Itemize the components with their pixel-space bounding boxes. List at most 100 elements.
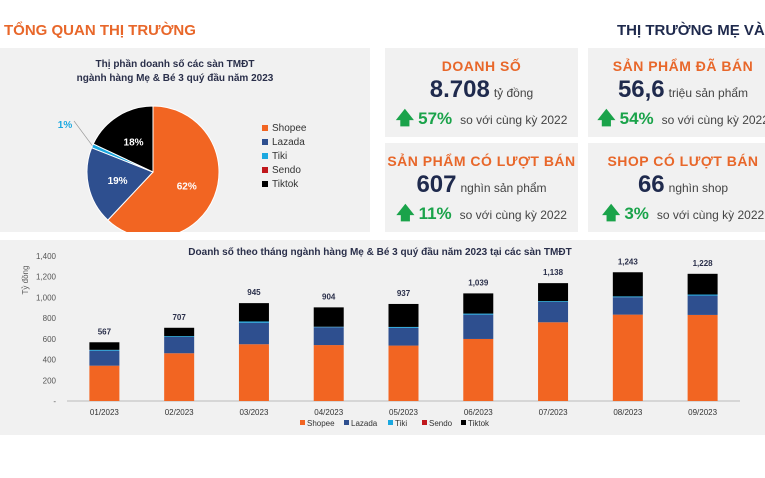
legend-label: Tiki <box>272 150 288 162</box>
market-share-pie-chart: 62% 19% 1% 18% <box>58 105 220 232</box>
bar-segment-lazada <box>313 327 344 346</box>
bar-segment-lazada <box>388 327 419 346</box>
y-tick-label: 1,000 <box>36 293 57 302</box>
y-tick-label: 400 <box>43 356 57 365</box>
bar-segment-lazada <box>238 322 269 345</box>
kpi-compare: so với cùng kỳ 2022 <box>460 113 568 127</box>
pie-leader-line <box>73 120 93 146</box>
kpi-card-shops-with-sales: SHOP CÓ LƯỢT BÁN 66 nghìn shop 🡅 3% so với … <box>588 143 765 232</box>
bar-segment-tiktok <box>687 273 718 295</box>
bar-segment-shopee <box>538 322 569 401</box>
arrow-up-icon: 🡅 <box>395 108 415 128</box>
kpi-unit: tỷ đồng <box>493 86 534 100</box>
legend-label-tiki: Tiki <box>395 419 407 428</box>
kpi-value: 56,6 <box>617 76 665 103</box>
legend-swatch-sendo <box>422 420 427 425</box>
legend-label-sendo: Sendo <box>429 419 453 428</box>
bar-segment-tiktok <box>164 327 195 337</box>
bar-segment-tiktok <box>89 342 120 350</box>
pie-title-line-1: Thị phần doanh số các sàn TMĐT <box>95 59 255 70</box>
x-tick-label: 07/2023 <box>539 408 568 417</box>
bar-total-label: 904 <box>322 292 336 301</box>
x-tick-label: 09/2023 <box>688 408 717 417</box>
kpi-growth: 11% <box>418 204 452 223</box>
pie-data-label: 18% <box>124 137 144 148</box>
pie-data-label: 62% <box>177 181 197 192</box>
bar-segment-shopee <box>687 314 718 401</box>
bar-segment-tiktok <box>538 283 569 302</box>
bar-segment-tiki <box>164 336 195 337</box>
x-tick-label: 03/2023 <box>239 408 268 417</box>
kpi-title: DOANH SỐ <box>441 58 522 74</box>
monthly-revenue-bar-chart: - 200 400 600 800 1,000 1,200 1,400 Tỷ đồng 567 01… <box>21 252 740 428</box>
legend-label-tiktok: Tiktok <box>468 419 490 428</box>
bar-segment-shopee <box>463 338 494 401</box>
bar-segment-lazada <box>687 295 718 315</box>
pie-legend: Shopee Lazada Tiki Sendo Tiktok <box>262 121 306 191</box>
legend-swatch <box>262 125 268 131</box>
kpi-compare: so với cùng kỳ 2022 <box>661 113 765 127</box>
arrow-up-icon: 🡅 <box>396 203 415 223</box>
legend-label: Shopee <box>272 122 307 134</box>
kpi-card-revenue: DOANH SỐ 8.708 tỷ đồng 🡅 57% so với cùng kỳ… <box>385 48 578 137</box>
bar-segment-shopee <box>313 345 344 401</box>
legend-swatch-shopee <box>300 420 305 425</box>
legend-label: Lazada <box>272 136 305 148</box>
bar-segment-tiktok <box>313 307 344 327</box>
pie-chart-title: Thị phần doanh số các sàn TMĐT ngành hàn… <box>60 58 290 86</box>
arrow-up-icon: 🡅 <box>597 108 616 128</box>
bar-total-label: 1,243 <box>618 257 639 266</box>
kpi-title: SẢN PHẨM ĐÃ BÁN <box>612 58 754 74</box>
bar-segment-lazada <box>538 301 569 323</box>
bar-segment-tiki <box>538 301 569 302</box>
bar-segment-tiki <box>612 296 643 298</box>
y-tick-label: 800 <box>43 314 57 323</box>
bar-segment-shopee <box>238 344 269 401</box>
bar-segment-tiki <box>89 349 120 351</box>
x-tick-label: 06/2023 <box>464 408 493 417</box>
bar-segment-tiki <box>238 321 269 323</box>
kpi-card-products-sold: SẢN PHẨM ĐÃ BÁN 56,6 triệu sản phẩm 🡅 54% s… <box>588 48 765 137</box>
legend-label-lazada: Lazada <box>351 419 378 428</box>
y-tick-label: 1,400 <box>36 252 57 261</box>
bar-segment-lazada <box>89 350 120 366</box>
bar-segment-tiki <box>687 294 718 296</box>
kpi-value: 66 <box>637 171 665 198</box>
y-axis-label: Tỷ đồng <box>21 266 30 295</box>
bar-segment-shopee <box>164 353 195 401</box>
section-title-market-overview: TỔNG QUAN THỊ TRƯỜNG <box>4 22 196 39</box>
bar-total-label: 945 <box>247 288 261 297</box>
legend-swatch <box>262 181 268 187</box>
bar-segment-shopee <box>612 314 643 401</box>
bar-segment-shopee <box>89 365 120 401</box>
x-tick-label: 05/2023 <box>389 408 418 417</box>
kpi-value: 8.708 <box>429 76 490 103</box>
bar-total-label: 567 <box>98 327 112 336</box>
legend-swatch-tiktok <box>461 420 466 425</box>
x-tick-label: 01/2023 <box>90 408 119 417</box>
kpi-unit: nghìn shop <box>668 181 729 195</box>
legend-label-shopee: Shopee <box>307 419 335 428</box>
kpi-growth: 54% <box>619 109 654 128</box>
market-share-pie-panel: 62% 19% 1% 18% Thị phần doanh số các sàn TM… <box>0 48 370 232</box>
bar-segment-lazada <box>463 314 494 339</box>
legend-swatch <box>262 167 268 173</box>
bar-segment-tiktok <box>463 293 494 314</box>
legend-swatch-lazada <box>344 420 349 425</box>
legend-item-tiktok: Tiktok <box>262 177 306 191</box>
legend-swatch <box>262 139 268 145</box>
bar-segment-tiki <box>388 326 419 328</box>
kpi-growth: 57% <box>418 109 453 128</box>
kpi-value: 607 <box>416 171 457 198</box>
y-tick-label: 200 <box>43 376 57 385</box>
y-tick-label: - <box>53 397 56 406</box>
bar-segment-tiktok <box>388 303 419 327</box>
pie-data-label: 1% <box>58 120 73 131</box>
bar-total-label: 1,138 <box>543 268 564 277</box>
x-tick-label: 02/2023 <box>165 408 194 417</box>
bar-total-label: 707 <box>172 313 186 322</box>
kpi-unit: nghìn sản phẩm <box>460 181 547 195</box>
arrow-up-icon: 🡅 <box>601 203 621 223</box>
legend-item-sendo: Sendo <box>262 163 306 177</box>
pie-slice-shopee <box>107 105 220 232</box>
